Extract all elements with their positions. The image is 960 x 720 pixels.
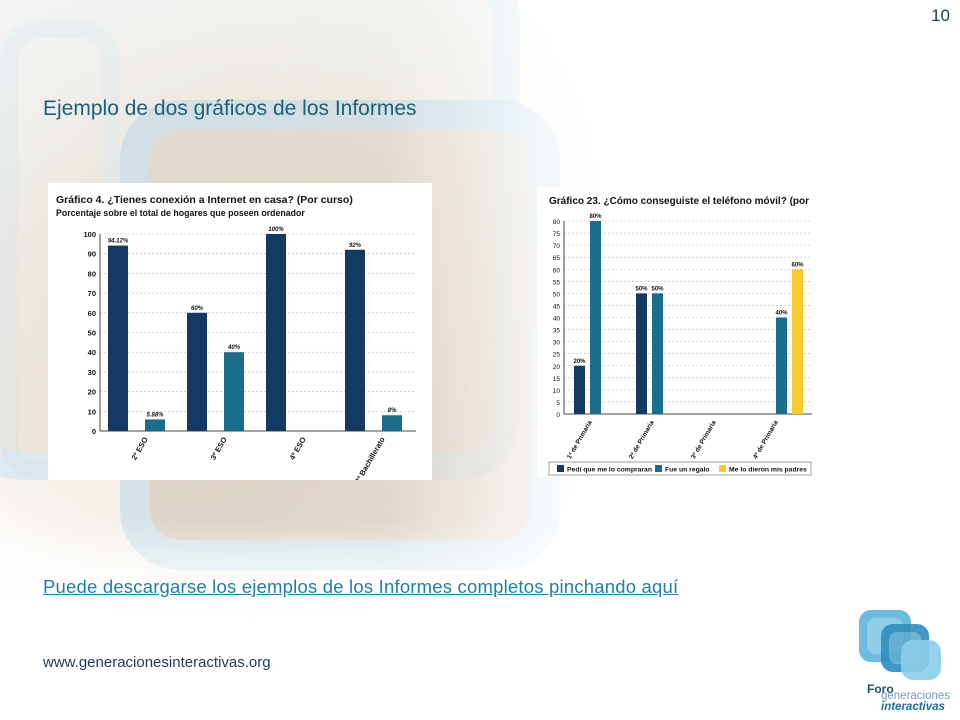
chart2-data-label: 20% xyxy=(573,359,586,365)
chart2-data-label: 80% xyxy=(589,214,602,220)
chart2-ytick-label: 45 xyxy=(553,303,561,310)
logo-text-foro: Foro xyxy=(867,682,894,696)
chart1-category-label: 2º Bachillerato xyxy=(353,435,387,480)
chart2-category-label: 3º de Primaria xyxy=(690,419,718,460)
chart2-bar xyxy=(636,293,647,414)
chart2-ytick-label: 10 xyxy=(553,388,561,395)
chart2-ytick-label: 60 xyxy=(553,267,561,274)
chart1-data-label: 60% xyxy=(191,306,204,312)
chart2-ytick-label: 0 xyxy=(556,412,560,419)
chart1-data-label: 94.12% xyxy=(108,239,129,245)
background-fade xyxy=(0,520,960,720)
chart2-legend-swatch xyxy=(557,465,564,472)
chart2-data-label: 40% xyxy=(775,311,788,317)
chart1-bar xyxy=(345,249,365,431)
chart1-ytick-label: 40 xyxy=(88,348,96,357)
chart1-ytick-label: 100 xyxy=(83,230,96,239)
chart1-title: Gráfico 4. ¿Tienes conexión a Internet e… xyxy=(56,194,353,206)
chart1-bar xyxy=(266,234,286,431)
chart1-ytick-label: 10 xyxy=(88,407,96,416)
chart2-legend-label: Me lo dieron mis padres xyxy=(729,467,807,474)
chart2-bar xyxy=(792,269,803,414)
page-number: 10 xyxy=(931,6,950,25)
chart1-category-label: 4º ESO xyxy=(288,435,308,461)
logo-square xyxy=(901,640,941,680)
chart2-legend-label: Fue un regalo xyxy=(665,467,710,474)
chart1-ytick-label: 70 xyxy=(88,289,96,298)
chart2-svg: Gráfico 23. ¿Cómo conseguiste el teléfon… xyxy=(548,196,812,476)
chart2-ytick-label: 30 xyxy=(553,340,561,347)
chart2-data-label: 60% xyxy=(791,262,804,268)
chart2-legend-box xyxy=(548,461,812,476)
chart2-ytick-label: 35 xyxy=(553,328,561,335)
chart1-data-label: 100% xyxy=(268,227,284,233)
chart2-data-label: 50% xyxy=(635,286,648,292)
site-url: www.generacionesinteractivas.org xyxy=(43,654,271,671)
chart1-bar xyxy=(187,312,207,431)
chart2-legend-swatch xyxy=(719,465,726,472)
chart2-category-label: 4º de Primaria xyxy=(752,419,780,460)
chart1-data-label: 8% xyxy=(388,408,397,414)
chart-internet-connection: Gráfico 4. ¿Tienes conexión a Internet e… xyxy=(48,183,432,480)
chart2-legend-label: Pedí que me lo compraran xyxy=(567,467,652,474)
chart1-data-label: 5.88% xyxy=(146,412,164,418)
chart1-bar xyxy=(108,245,128,431)
chart2-legend-swatch xyxy=(655,465,662,472)
chart1-bar xyxy=(224,352,244,431)
chart1-data-label: 40% xyxy=(227,345,241,351)
chart1-bar xyxy=(382,415,402,431)
chart2-bar xyxy=(574,365,585,414)
chart1-ytick-label: 90 xyxy=(88,250,96,259)
chart1-data-label: 92% xyxy=(349,243,362,249)
foro-logo: Foro generaciones interactivas xyxy=(855,606,955,714)
chart1-category-label: 3º ESO xyxy=(209,435,229,461)
chart-mobile-phone: Gráfico 23. ¿Cómo conseguiste el teléfon… xyxy=(537,187,812,477)
chart1-svg: Gráfico 4. ¿Tienes conexión a Internet e… xyxy=(56,194,416,480)
logo-text-interactivas: interactivas xyxy=(881,701,945,713)
chart2-ytick-label: 50 xyxy=(553,291,561,298)
download-reports-link[interactable]: Puede descargarse los ejemplos de los In… xyxy=(43,576,679,597)
chart1-ytick-label: 50 xyxy=(88,329,96,338)
chart2-ytick-label: 55 xyxy=(553,279,561,286)
chart2-ytick-label: 15 xyxy=(553,376,561,383)
chart2-ytick-label: 20 xyxy=(553,364,561,371)
chart2-ytick-label: 80 xyxy=(553,219,561,226)
chart1-ytick-label: 60 xyxy=(88,309,96,318)
chart1-ytick-label: 30 xyxy=(88,368,96,377)
chart1-subtitle: Porcentaje sobre el total de hogares que… xyxy=(56,208,305,218)
chart2-ytick-label: 65 xyxy=(553,255,561,262)
chart2-ytick-label: 5 xyxy=(556,400,560,407)
chart2-bar xyxy=(652,293,663,414)
chart1-ytick-label: 20 xyxy=(88,388,96,397)
logo-text-generaciones: generaciones xyxy=(881,690,951,702)
chart1-bar xyxy=(145,419,165,431)
chart2-ytick-label: 25 xyxy=(553,352,561,359)
chart2-category-label: 1º de Primaria xyxy=(566,419,594,460)
chart2-ytick-label: 40 xyxy=(553,316,561,323)
chart2-bar xyxy=(590,221,601,414)
chart2-ytick-label: 75 xyxy=(553,231,561,238)
chart2-category-label: 2º de Primaria xyxy=(628,419,656,460)
chart2-bar xyxy=(776,317,787,414)
chart2-ytick-label: 70 xyxy=(553,243,561,250)
chart1-category-label: 2º ESO xyxy=(130,435,150,461)
chart2-data-label: 50% xyxy=(651,286,664,292)
chart1-ytick-label: 0 xyxy=(92,427,96,436)
slide-title: Ejemplo de dos gráficos de los Informes xyxy=(43,97,417,120)
chart1-ytick-label: 80 xyxy=(88,269,96,278)
chart2-title: Gráfico 23. ¿Cómo conseguiste el teléfon… xyxy=(549,196,812,207)
